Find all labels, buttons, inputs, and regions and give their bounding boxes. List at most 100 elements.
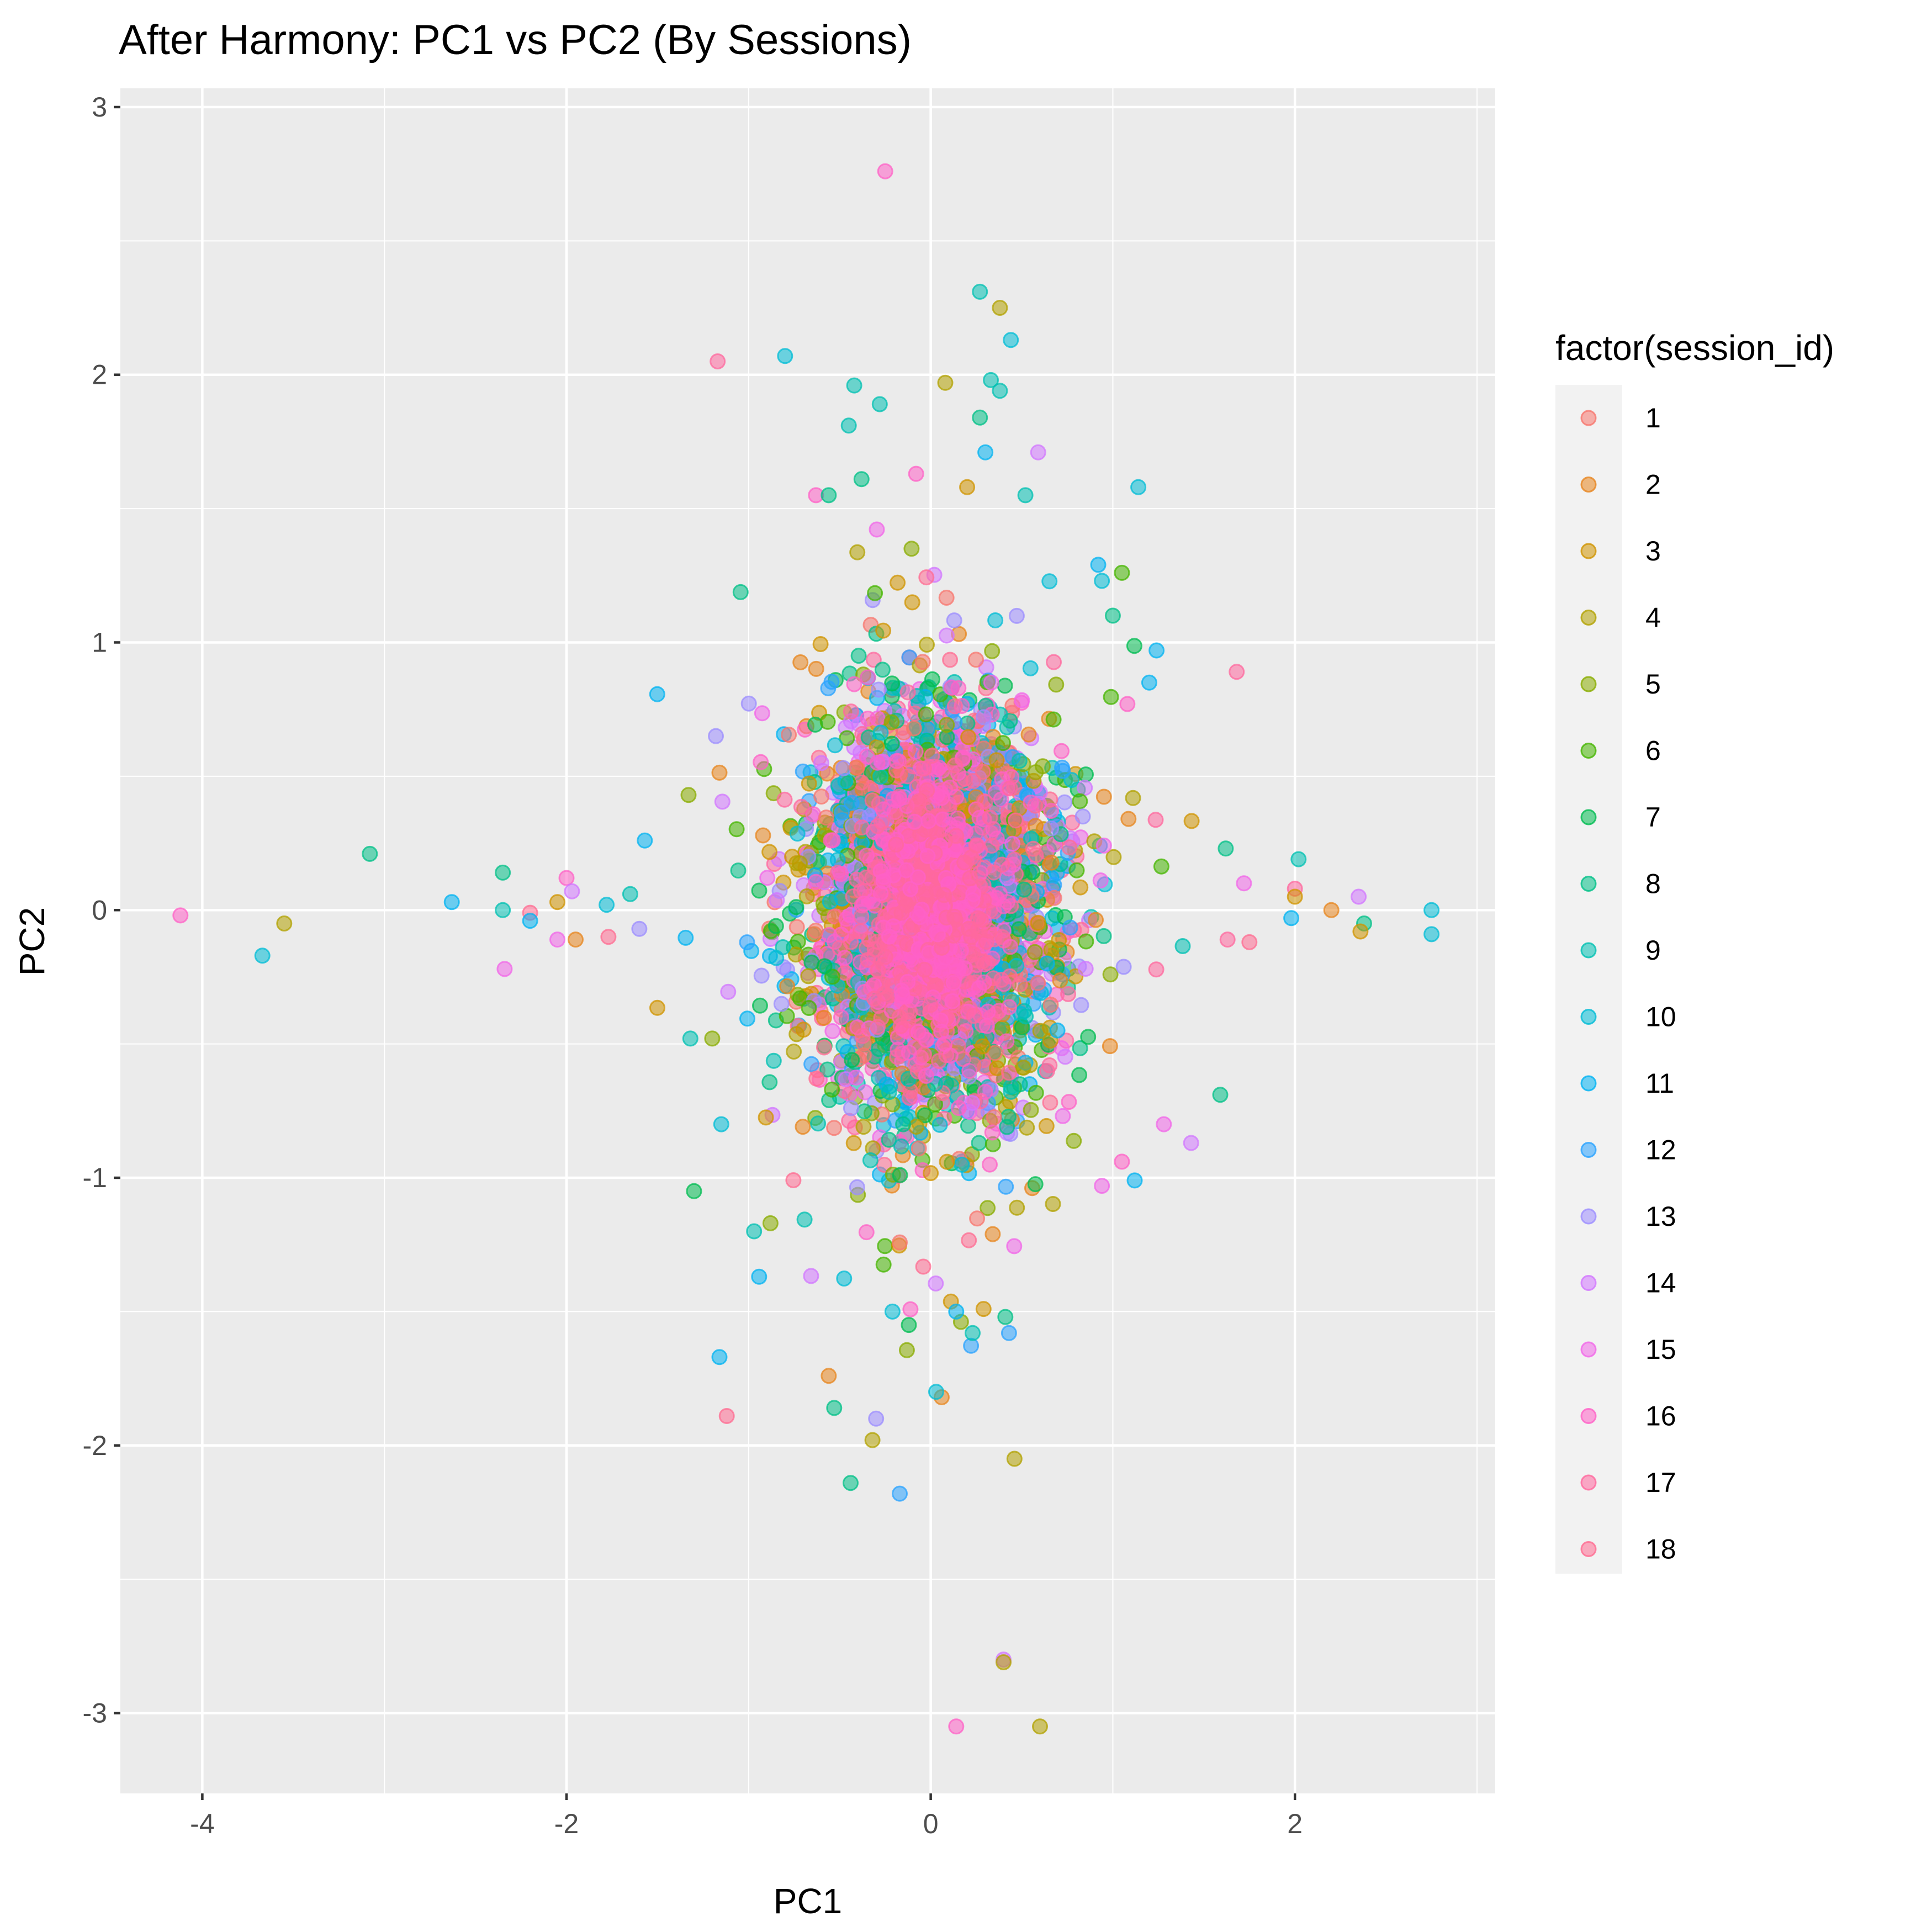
data-point xyxy=(1051,932,1067,948)
data-point xyxy=(1043,803,1060,819)
data-point xyxy=(843,703,859,720)
data-point xyxy=(1103,689,1119,705)
data-point xyxy=(1023,795,1039,811)
data-point xyxy=(1038,1118,1055,1134)
data-point xyxy=(931,1116,948,1133)
data-point xyxy=(789,825,806,842)
data-point xyxy=(870,1019,886,1035)
data-point xyxy=(1043,854,1060,871)
data-point xyxy=(788,899,804,915)
data-point xyxy=(1041,1057,1058,1073)
data-point xyxy=(1072,793,1088,809)
data-point xyxy=(761,1074,778,1091)
data-point xyxy=(1049,1022,1066,1039)
data-point xyxy=(871,1041,887,1057)
data-point xyxy=(1012,1076,1028,1093)
data-point xyxy=(916,1046,932,1063)
data-point xyxy=(786,1044,802,1060)
data-point xyxy=(759,870,776,886)
data-point xyxy=(1027,1176,1044,1193)
data-point xyxy=(881,1084,897,1100)
data-point xyxy=(895,1116,912,1132)
data-point xyxy=(986,1109,1002,1125)
data-point xyxy=(871,681,887,698)
data-point xyxy=(893,1138,909,1155)
data-point xyxy=(754,705,770,722)
data-point xyxy=(1042,1094,1058,1111)
data-point xyxy=(950,1100,967,1116)
data-point xyxy=(793,798,809,815)
data-point xyxy=(984,1226,1001,1242)
data-point xyxy=(1060,986,1077,1002)
data-point xyxy=(858,1224,875,1241)
data-point xyxy=(1015,1060,1032,1076)
data-point xyxy=(946,698,963,714)
data-point xyxy=(849,759,865,776)
data-point xyxy=(836,1271,853,1287)
data-point xyxy=(1061,839,1078,856)
data-point xyxy=(1062,919,1078,936)
data-point xyxy=(917,1107,933,1124)
data-point xyxy=(1008,607,1025,624)
data-point xyxy=(1042,997,1059,1013)
data-point xyxy=(1025,840,1041,857)
data-point xyxy=(939,1153,955,1170)
data-point xyxy=(867,585,883,601)
data-point xyxy=(869,754,886,771)
data-point xyxy=(1095,788,1112,805)
data-point xyxy=(1046,877,1062,893)
data-point xyxy=(916,760,932,777)
data-point xyxy=(1183,813,1200,829)
data-point xyxy=(872,724,889,741)
data-point xyxy=(1061,1094,1077,1110)
data-point xyxy=(752,997,768,1014)
data-point xyxy=(1045,711,1062,728)
data-point xyxy=(1041,573,1058,590)
data-point xyxy=(960,729,977,745)
data-point xyxy=(1046,890,1062,906)
data-point xyxy=(927,1096,943,1113)
data-point xyxy=(1048,676,1065,693)
data-point xyxy=(976,709,992,726)
data-point xyxy=(823,674,840,690)
data-point xyxy=(833,866,849,882)
data-point xyxy=(1088,912,1104,928)
data-point xyxy=(808,1070,825,1087)
data-point xyxy=(1057,1049,1073,1065)
data-point xyxy=(903,541,920,557)
data-point xyxy=(785,1172,802,1188)
data-point xyxy=(999,1119,1015,1135)
data-point xyxy=(918,569,935,586)
data-point xyxy=(1055,763,1071,779)
data-point xyxy=(1039,955,1055,972)
data-point xyxy=(829,851,846,868)
data-point xyxy=(883,735,900,752)
data-point xyxy=(816,1039,832,1056)
data-point xyxy=(874,661,891,678)
data-point xyxy=(849,544,866,560)
data-point xyxy=(728,821,745,838)
data-point xyxy=(1026,944,1043,960)
data-point xyxy=(1095,928,1112,944)
data-point xyxy=(961,1062,978,1079)
data-point xyxy=(988,752,1005,769)
data-point xyxy=(1043,820,1060,837)
data-point xyxy=(984,1124,1001,1141)
data-point xyxy=(977,793,993,810)
data-point xyxy=(833,927,849,943)
data-point xyxy=(843,795,860,811)
data-point xyxy=(781,727,797,743)
data-point xyxy=(919,637,935,653)
data-point xyxy=(795,1021,812,1038)
data-point xyxy=(732,584,749,600)
data-point xyxy=(1074,808,1091,825)
data-point xyxy=(983,674,999,691)
data-point xyxy=(982,1156,998,1173)
data-point xyxy=(816,958,833,975)
data-point xyxy=(987,612,1004,628)
data-point xyxy=(869,521,885,538)
data-point xyxy=(993,791,1009,808)
data-point xyxy=(807,923,824,939)
data-point xyxy=(1056,794,1073,811)
data-point xyxy=(923,1165,939,1182)
